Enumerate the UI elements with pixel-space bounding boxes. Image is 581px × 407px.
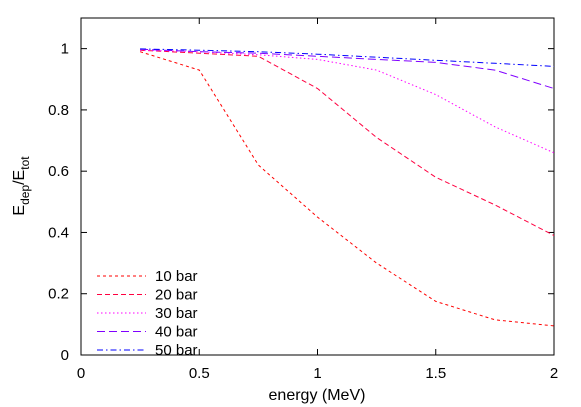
y-tick-label: 0 bbox=[61, 347, 69, 364]
series-line-3 bbox=[140, 49, 555, 154]
series-line-1 bbox=[139, 51, 555, 327]
legend-label-1: 10 bar bbox=[155, 268, 198, 285]
x-tick-label: 1 bbox=[313, 365, 321, 382]
x-tick-label: 2 bbox=[550, 365, 558, 382]
series-line-4 bbox=[140, 48, 555, 89]
y-axis-label: Edep/Etot bbox=[11, 156, 32, 216]
legend-label-3: 30 bar bbox=[155, 305, 198, 322]
x-tick-label: 1.5 bbox=[425, 365, 446, 382]
y-tick-label: 1 bbox=[61, 41, 69, 58]
y-label-sub: dep bbox=[18, 185, 32, 205]
y-tick-label: 0.2 bbox=[48, 286, 69, 303]
axis-ticks: 0 0.5 1 1.5 2 0 0.2 0.4 0.6 0.8 1 bbox=[48, 18, 558, 382]
series-line-2 bbox=[140, 49, 555, 236]
y-label-sep: /E bbox=[11, 170, 28, 185]
legend-label-5: 50 bar bbox=[155, 342, 198, 359]
x-tick-label: 0 bbox=[77, 365, 85, 382]
y-tick-label: 0.4 bbox=[48, 224, 69, 241]
legend-label-4: 40 bar bbox=[155, 324, 198, 341]
y-label-sub2: tot bbox=[18, 156, 32, 170]
series-line-5 bbox=[140, 48, 555, 67]
y-tick-label: 0.6 bbox=[48, 163, 69, 180]
x-tick-label: 0.5 bbox=[189, 365, 210, 382]
legend-label-2: 20 bar bbox=[155, 287, 198, 304]
y-tick-label: 0.8 bbox=[48, 102, 69, 119]
y-label-base: E bbox=[11, 205, 28, 216]
series-layer bbox=[139, 48, 555, 327]
x-axis-label: energy (MeV) bbox=[269, 387, 366, 404]
